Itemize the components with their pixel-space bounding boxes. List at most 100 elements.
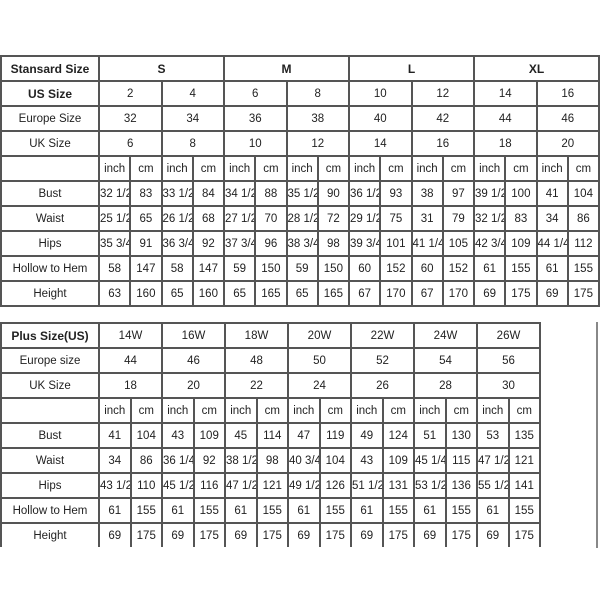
measurement-value: 61: [224, 497, 258, 524]
unit-header: cm: [441, 155, 476, 182]
measurement-value: 84: [191, 180, 226, 207]
row-label: Hips: [0, 230, 100, 257]
measurement-value: 110: [129, 472, 163, 499]
measurement-value: 101: [379, 230, 413, 257]
size-row: Plus Size(US) 14W 16W 18W 20W 22W 24W 26W: [0, 322, 541, 349]
size-value: 28: [413, 372, 478, 399]
measurement-value: 86: [566, 205, 600, 232]
measurement-value: 45 1/4: [413, 447, 447, 474]
size-value: 32: [98, 105, 163, 132]
unit-header: inch: [410, 155, 444, 182]
measurement-value: 155: [255, 497, 289, 524]
measurement-value: 155: [129, 497, 163, 524]
measurement-value: 61: [287, 497, 321, 524]
measurement-value: 61: [98, 497, 132, 524]
measurement-value: 152: [441, 255, 476, 282]
size-value: 4: [160, 80, 225, 107]
measurement-value: 65: [160, 280, 194, 307]
measurement-value: 83: [504, 205, 538, 232]
measurement-value: 59: [222, 255, 257, 282]
measurement-value: 115: [444, 447, 478, 474]
measurement-value: 155: [381, 497, 415, 524]
size-value: 16: [410, 130, 475, 157]
measurement-value: 26 1/2: [160, 205, 194, 232]
measurement-value: 37 3/4: [222, 230, 257, 257]
unit-header: inch: [224, 397, 258, 424]
size-value: 18: [98, 372, 163, 399]
measurement-value: 51 1/2: [350, 472, 384, 499]
measurement-value: 41: [535, 180, 569, 207]
measurement-value: 44 1/4: [535, 230, 569, 257]
measurement-value: 61: [413, 497, 447, 524]
size-row: UK Size 6 8 10 12 14 16 18 20: [0, 130, 600, 157]
measurement-value: 28 1/2: [285, 205, 319, 232]
size-value: 40: [348, 105, 413, 132]
standard-size-chart: Stansard Size S M L XL US Size 2 4 6 8 10 12 14 16 Eur…: [0, 55, 600, 307]
measurement-value: 150: [254, 255, 288, 282]
measurement-value: 58: [97, 255, 132, 282]
unit-header: cm: [192, 397, 226, 424]
measurement-value: 175: [129, 522, 163, 547]
size-value: 22W: [350, 322, 415, 349]
unit-header: inch: [161, 397, 195, 424]
measurement-value: 55 1/2: [476, 472, 510, 499]
measurement-value: 61: [472, 255, 507, 282]
size-row: US Size 2 4 6 8 10 12 14 16: [0, 80, 600, 107]
measurement-value: 32 1/2: [97, 180, 132, 207]
size-value: 44: [473, 105, 538, 132]
measurement-value: 27 1/2: [222, 205, 257, 232]
measurement-value: 175: [192, 522, 226, 547]
measurement-value: 165: [316, 280, 351, 307]
measurement-value: 105: [441, 230, 476, 257]
measurement-value: 47 1/2: [224, 472, 258, 499]
unit-header: cm: [566, 155, 600, 182]
measurement-value: 68: [191, 205, 226, 232]
measurement-value: 90: [316, 180, 351, 207]
size-row: Europe size 44 46 48 50 52 54 56: [0, 347, 541, 374]
unit-header: cm: [129, 397, 163, 424]
measurement-value: 33 1/2: [160, 180, 194, 207]
measurement-value: 109: [381, 447, 415, 474]
measurement-value: 38: [410, 180, 444, 207]
measurement-value: 65: [129, 205, 163, 232]
row-label: Europe size: [0, 347, 100, 374]
measurement-value: 41 1/4: [410, 230, 444, 257]
measurement-value: 121: [255, 472, 289, 499]
measurement-row: Height 63 160 65 160 65 165 65 165 67 170 67 170 69 17…: [0, 280, 600, 307]
measurement-value: 67: [347, 280, 382, 307]
measurement-value: 98: [255, 447, 289, 474]
measurement-value: 53 1/2: [413, 472, 447, 499]
measurement-value: 60: [410, 255, 444, 282]
size-value: 50: [287, 347, 352, 374]
unit-header: cm: [316, 155, 351, 182]
empty-cell: [0, 397, 100, 424]
size-value: 8: [285, 80, 350, 107]
measurement-value: 67: [410, 280, 444, 307]
size-value: 30: [476, 372, 541, 399]
row-label: Bust: [0, 422, 100, 449]
measurement-value: 121: [507, 447, 541, 474]
unit-header: inch: [347, 155, 382, 182]
measurement-value: 72: [316, 205, 351, 232]
measurement-value: 31: [410, 205, 444, 232]
row-label: Stansard Size: [0, 55, 100, 82]
measurement-value: 114: [255, 422, 289, 449]
measurement-value: 69: [161, 522, 195, 547]
row-label: Bust: [0, 180, 100, 207]
size-value: 44: [98, 347, 163, 374]
measurement-value: 34: [98, 447, 132, 474]
measurement-value: 49 1/2: [287, 472, 321, 499]
measurement-value: 175: [255, 522, 289, 547]
unit-header: cm: [254, 155, 288, 182]
measurement-value: 43 1/2: [98, 472, 132, 499]
size-group-header: L: [348, 55, 475, 82]
measurement-value: 97: [441, 180, 476, 207]
measurement-value: 51: [413, 422, 447, 449]
size-value: 18: [473, 130, 538, 157]
size-value: 12: [285, 130, 350, 157]
measurement-value: 170: [441, 280, 476, 307]
measurement-value: 136: [444, 472, 478, 499]
measurement-value: 175: [444, 522, 478, 547]
measurement-value: 141: [507, 472, 541, 499]
measurement-value: 59: [285, 255, 319, 282]
